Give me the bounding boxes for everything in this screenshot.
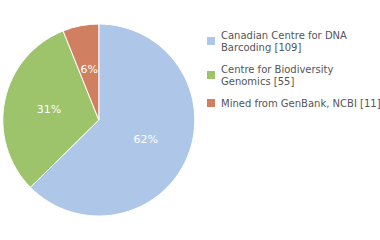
- svg-text:Centre for Biodiversity: Centre for Biodiversity: [221, 64, 334, 75]
- svg-text:6%: 6%: [80, 63, 97, 76]
- svg-text:31%: 31%: [37, 103, 61, 116]
- svg-text:Barcoding [109]: Barcoding [109]: [221, 42, 301, 53]
- svg-text:Mined from GenBank, NCBI [11]: Mined from GenBank, NCBI [11]: [221, 98, 380, 109]
- svg-text:62%: 62%: [134, 133, 158, 146]
- svg-text:Genomics [55]: Genomics [55]: [221, 76, 294, 87]
- svg-text:Canadian Centre for DNA: Canadian Centre for DNA: [221, 30, 347, 41]
